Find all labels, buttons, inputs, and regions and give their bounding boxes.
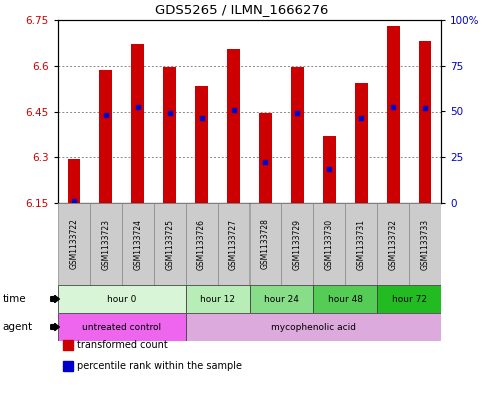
Bar <box>377 285 441 313</box>
Text: GSM1133733: GSM1133733 <box>421 219 429 270</box>
Bar <box>313 203 345 285</box>
Bar <box>217 203 250 285</box>
Bar <box>99 70 112 203</box>
Bar <box>122 203 154 285</box>
Text: mycophenolic acid: mycophenolic acid <box>271 323 356 332</box>
Text: transformed count: transformed count <box>77 340 168 350</box>
Bar <box>282 203 313 285</box>
Bar <box>131 44 144 203</box>
Text: hour 0: hour 0 <box>107 294 137 303</box>
Bar <box>345 203 377 285</box>
Bar <box>377 203 409 285</box>
Text: agent: agent <box>2 322 32 332</box>
Text: GSM1133730: GSM1133730 <box>325 219 334 270</box>
Bar <box>250 285 313 313</box>
Text: untreated control: untreated control <box>82 323 161 332</box>
Text: hour 72: hour 72 <box>392 294 426 303</box>
Text: GSM1133722: GSM1133722 <box>70 219 78 270</box>
Bar <box>409 203 441 285</box>
Text: GSM1133732: GSM1133732 <box>389 219 398 270</box>
Text: GDS5265 / ILMN_1666276: GDS5265 / ILMN_1666276 <box>155 3 328 16</box>
Bar <box>387 26 399 203</box>
Bar <box>90 203 122 285</box>
Bar <box>163 67 176 203</box>
Bar <box>323 136 336 203</box>
Text: GSM1133731: GSM1133731 <box>357 219 366 270</box>
Bar <box>313 285 377 313</box>
Bar <box>58 203 90 285</box>
Text: GSM1133728: GSM1133728 <box>261 219 270 270</box>
Text: GSM1133726: GSM1133726 <box>197 219 206 270</box>
Bar <box>185 203 217 285</box>
Text: GSM1133727: GSM1133727 <box>229 219 238 270</box>
Bar <box>419 41 431 203</box>
Bar <box>58 313 185 341</box>
Bar <box>227 49 240 203</box>
Text: GSM1133729: GSM1133729 <box>293 219 302 270</box>
Bar <box>250 203 282 285</box>
Text: hour 24: hour 24 <box>264 294 299 303</box>
Text: GSM1133723: GSM1133723 <box>101 219 111 270</box>
Bar <box>154 203 185 285</box>
Bar <box>259 113 272 203</box>
Bar <box>68 159 80 203</box>
Text: GSM1133725: GSM1133725 <box>165 219 174 270</box>
Bar <box>355 83 368 203</box>
Text: percentile rank within the sample: percentile rank within the sample <box>77 361 242 371</box>
Text: hour 48: hour 48 <box>328 294 363 303</box>
Text: time: time <box>2 294 26 304</box>
Text: GSM1133724: GSM1133724 <box>133 219 142 270</box>
Bar <box>185 285 250 313</box>
Bar <box>195 86 208 203</box>
Bar <box>291 67 304 203</box>
Bar <box>58 285 185 313</box>
Text: hour 12: hour 12 <box>200 294 235 303</box>
Bar <box>185 313 441 341</box>
